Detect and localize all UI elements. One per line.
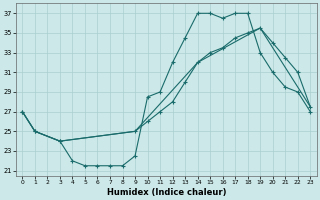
X-axis label: Humidex (Indice chaleur): Humidex (Indice chaleur) [107,188,226,197]
